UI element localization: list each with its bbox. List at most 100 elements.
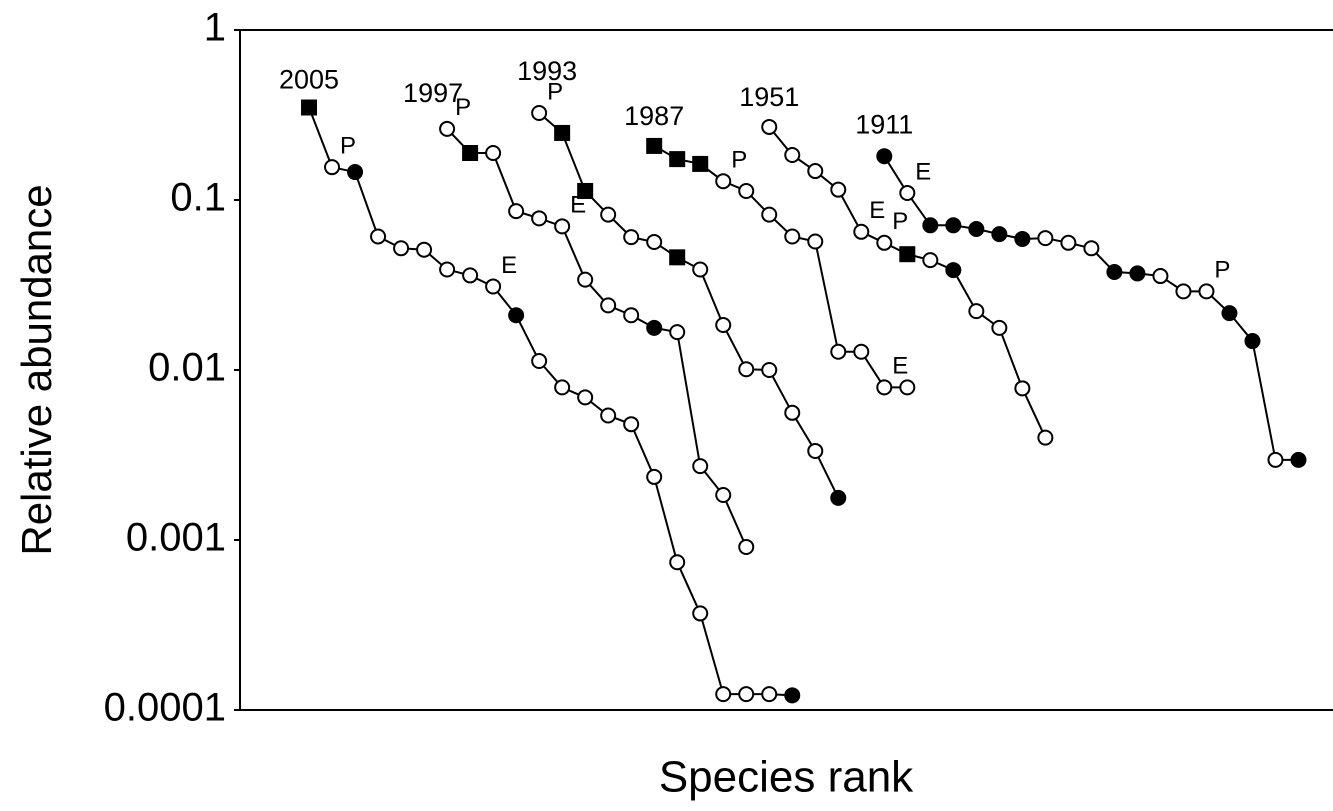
marker-open: [1037, 230, 1054, 247]
marker-open: [1198, 283, 1215, 300]
marker-filled: [1244, 333, 1261, 350]
marker-open: [761, 362, 778, 378]
marker-open: [784, 228, 801, 245]
marker-filled: [784, 687, 801, 704]
marker-open: [830, 181, 847, 198]
marker-open: [807, 163, 824, 180]
marker-square: [577, 182, 594, 199]
annotation: P: [547, 78, 563, 105]
marker-open: [531, 352, 548, 369]
marker-open: [761, 686, 778, 703]
annotation: P: [455, 94, 471, 121]
marker-open: [623, 229, 640, 246]
marker-open: [692, 261, 709, 278]
marker-open: [738, 361, 755, 378]
marker-filled: [1290, 451, 1307, 468]
marker-square: [646, 137, 663, 154]
marker-open: [439, 261, 456, 278]
marker-open: [416, 241, 433, 258]
marker-filled: [922, 217, 939, 234]
marker-filled: [945, 262, 962, 279]
marker-filled: [646, 319, 663, 336]
marker-open: [370, 228, 387, 245]
marker-open: [485, 278, 502, 295]
marker-filled: [1129, 265, 1146, 282]
y-tick-label: 0.0001: [104, 686, 226, 730]
series-line: [446, 128, 748, 548]
marker-open: [784, 404, 801, 421]
marker-open: [1175, 283, 1192, 300]
marker-open: [393, 240, 410, 257]
marker-open: [646, 234, 663, 251]
marker-filled: [508, 307, 525, 324]
marker-open: [876, 234, 893, 251]
marker-open: [899, 184, 916, 201]
marker-open: [531, 210, 548, 227]
marker-filled: [1106, 264, 1123, 281]
marker-open: [692, 605, 709, 622]
marker-open: [1014, 380, 1031, 397]
marker-filled: [830, 489, 847, 506]
annotation: E: [501, 252, 517, 279]
marker-open: [853, 223, 870, 240]
marker-open: [991, 319, 1008, 336]
marker-open: [577, 271, 594, 288]
marker-open: [439, 120, 456, 137]
marker-filled: [1014, 230, 1031, 247]
marker-square: [301, 99, 318, 116]
marker-open: [692, 458, 709, 475]
marker-open: [623, 416, 640, 433]
marker-square: [692, 155, 709, 172]
series-label: 2005: [279, 65, 339, 95]
marker-open: [554, 379, 571, 396]
marker-open: [531, 104, 548, 121]
marker-filled: [968, 221, 985, 238]
marker-open: [899, 379, 916, 396]
marker-open: [554, 218, 571, 235]
marker-open: [715, 173, 732, 190]
marker-open: [600, 206, 617, 223]
marker-open: [784, 146, 801, 163]
marker-open: [738, 686, 755, 703]
marker-filled: [945, 217, 962, 234]
marker-open: [646, 468, 663, 485]
marker-open: [738, 538, 755, 555]
marker-square: [669, 151, 686, 168]
series-label: 1911: [855, 109, 913, 139]
y-tick-label: 0.001: [126, 516, 226, 560]
annotation: P: [892, 208, 908, 235]
marker-open: [508, 203, 525, 220]
marker-open: [761, 118, 778, 135]
series-line: [308, 107, 793, 697]
y-tick-label: 0.1: [170, 176, 226, 220]
marker-open: [577, 389, 594, 406]
marker-open: [1083, 240, 1100, 257]
annotation: E: [915, 158, 931, 185]
annotation: P: [731, 147, 747, 174]
series-label: 1951: [739, 82, 799, 112]
series-line: [538, 112, 840, 499]
marker-open: [462, 267, 479, 284]
marker-square: [669, 249, 686, 266]
marker-open: [830, 343, 847, 360]
marker-filled: [347, 164, 364, 181]
y-tick-label: 0.01: [148, 346, 226, 390]
marker-filled: [876, 148, 893, 165]
marker-open: [807, 442, 824, 459]
marker-open: [807, 233, 824, 250]
y-tick-label: 1: [204, 6, 226, 50]
marker-open: [715, 316, 732, 333]
marker-square: [462, 145, 479, 162]
series-label: 1997: [403, 78, 463, 108]
annotation: E: [892, 353, 908, 380]
marker-open: [715, 686, 732, 703]
marker-open: [669, 324, 686, 341]
marker-square: [554, 124, 571, 141]
series-line: [883, 155, 1299, 461]
series-line: [653, 145, 908, 389]
x-axis-label: Species rank: [659, 753, 914, 802]
series-label: 1993: [517, 56, 577, 86]
marker-open: [715, 486, 732, 503]
marker-open: [600, 407, 617, 424]
